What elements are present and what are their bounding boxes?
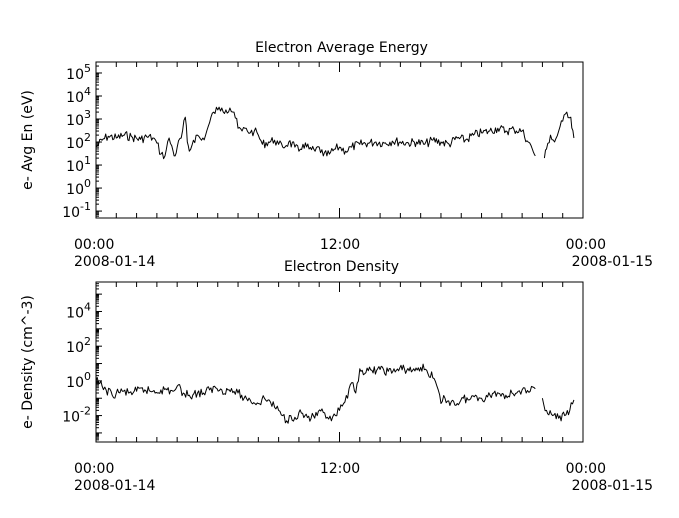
series-line-segment-0 (95, 363, 536, 424)
y-axis-label: e- Density (cm^-3) (20, 295, 36, 429)
chart-title: Electron Density (284, 259, 399, 275)
y-tick-label: 104 (66, 300, 91, 321)
panel-1: Electron Density 10-2 100 102 104 e- Density … (20, 259, 653, 494)
y-tick-label: 100 (66, 370, 91, 391)
x-tick-time: 00:00 (74, 237, 114, 253)
x-tick-time: 00:00 (566, 461, 606, 477)
y-tick-label: 103 (66, 108, 91, 129)
y-axis-label: e- Avg En (eV) (20, 90, 36, 190)
series-line-segment-0 (95, 106, 536, 160)
y-tick-label: 10-1 (62, 200, 91, 221)
y-tick-label: 100 (66, 177, 91, 198)
panel-0: Electron Average Energy10-11001011021031… (20, 40, 653, 270)
y-tick-label: 105 (66, 62, 91, 83)
x-tick-date: 2008-01-15 (572, 478, 653, 494)
x-tick-time: 12:00 (320, 461, 360, 477)
y-tick-label: 101 (66, 154, 91, 175)
y-tick-label: 102 (66, 131, 91, 152)
x-tick-date: 2008-01-14 (74, 478, 155, 494)
x-tick-time: 12:00 (320, 237, 360, 253)
plot-frame (95, 281, 584, 443)
y-tick-label: 102 (66, 335, 91, 356)
x-tick-date: 2008-01-14 (74, 254, 155, 270)
plot-frame (95, 61, 584, 219)
x-tick-date: 2008-01-15 (572, 254, 653, 270)
series-line-segment-1 (541, 398, 575, 422)
y-tick-label: 10-2 (62, 405, 91, 426)
y-tick-label: 104 (66, 85, 91, 106)
series-line-segment-1 (543, 111, 575, 159)
x-tick-time: 00:00 (566, 237, 606, 253)
chart-title: Electron Average Energy (255, 40, 428, 56)
x-tick-time: 00:00 (74, 461, 114, 477)
